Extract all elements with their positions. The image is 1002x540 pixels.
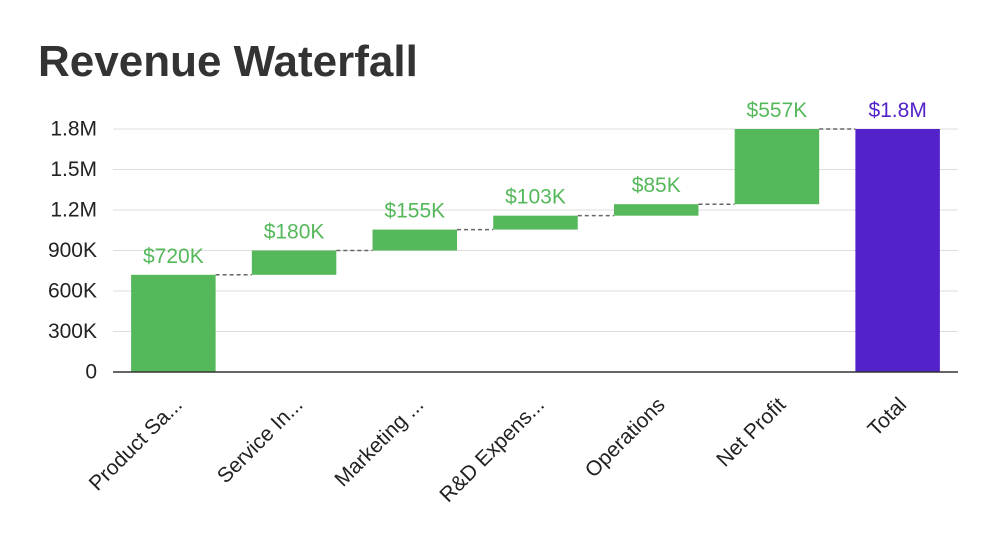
- x-category-label: R&D Expens...: [435, 393, 549, 507]
- bar-increase: [493, 215, 578, 230]
- bar-total: [855, 129, 940, 372]
- chart-title: Revenue Waterfall: [38, 37, 418, 86]
- x-category-label: Net Profit: [712, 393, 790, 471]
- y-tick-label: 1.2M: [50, 199, 97, 222]
- data-label: $155K: [384, 200, 445, 223]
- y-axis-ticks: 0 300K 600K 900K 1.2M 1.5M 1.8M: [48, 118, 97, 384]
- x-category-label: Total: [864, 393, 912, 441]
- x-category-label: Service In...: [213, 393, 308, 488]
- y-tick-label: 0: [85, 361, 97, 384]
- bar-increase: [372, 229, 458, 251]
- x-axis-categories: Product Sa... Service In... Marketing ... R…: [85, 393, 911, 507]
- data-labels: $720K $180K $155K $103K $85K $557K $1.8M: [143, 99, 927, 268]
- y-tick-label: 300K: [48, 320, 97, 343]
- x-category-label: Product Sa...: [85, 393, 187, 495]
- bars: [131, 129, 940, 372]
- connector-lines: [215, 128, 856, 276]
- y-tick-label: 600K: [48, 280, 97, 303]
- bar-increase: [613, 204, 699, 216]
- data-label: $557K: [747, 99, 808, 122]
- x-category-label: Operations: [581, 393, 670, 482]
- data-label: $103K: [505, 186, 566, 209]
- bar-increase: [734, 129, 820, 205]
- bar-increase: [131, 274, 216, 372]
- gridlines: [113, 128, 958, 332]
- x-category-label: Marketing ...: [330, 393, 428, 491]
- y-tick-label: 1.8M: [50, 118, 97, 141]
- data-label: $720K: [143, 245, 204, 268]
- data-label: $85K: [632, 174, 681, 197]
- data-label: $180K: [264, 221, 325, 244]
- y-tick-label: 900K: [48, 239, 97, 262]
- y-tick-label: 1.5M: [50, 158, 97, 181]
- data-label: $1.8M: [868, 99, 926, 122]
- bar-increase: [251, 250, 337, 275]
